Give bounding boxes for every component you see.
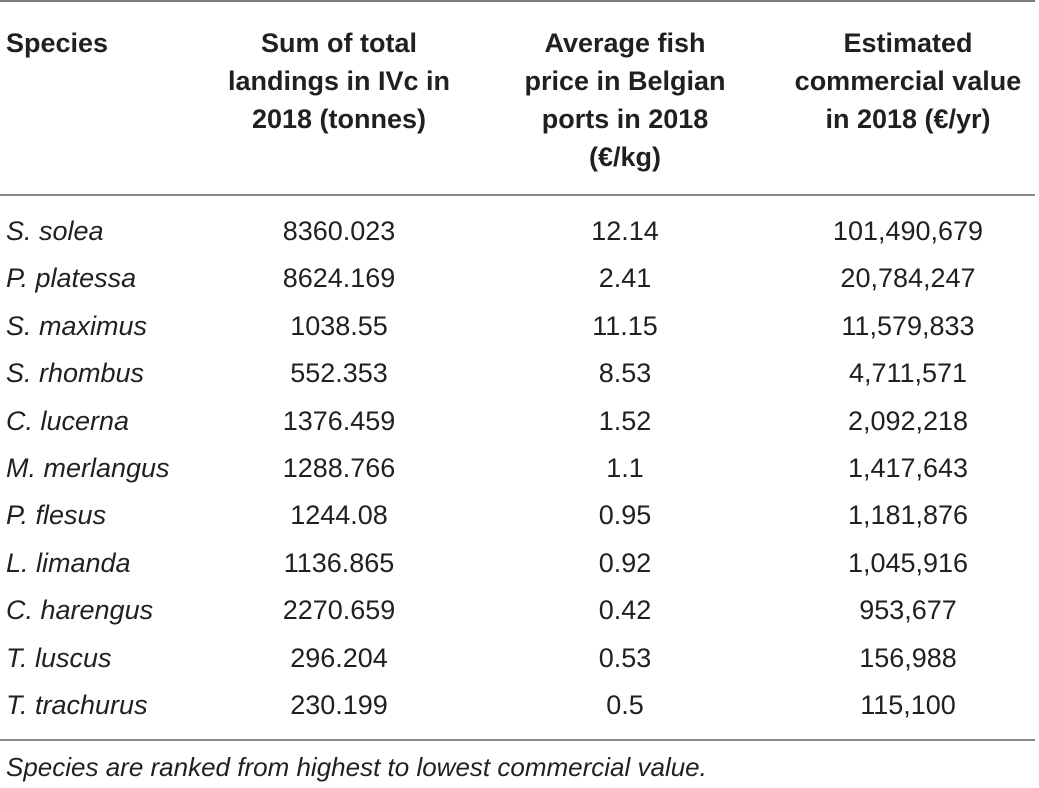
- table-body: S. solea 8360.023 12.14 101,490,679 P. p…: [0, 208, 1039, 729]
- cell-value: 156,988: [859, 642, 957, 673]
- table-row: T. trachurus 230.199 0.5 115,100: [0, 682, 1039, 729]
- table-row: M. merlangus 1288.766 1.1 1,417,643: [0, 445, 1039, 492]
- header-line: ports in 2018: [541, 104, 709, 134]
- table-bottom-rule: [0, 739, 1035, 741]
- cell-landings: 1244.08: [290, 500, 388, 531]
- header-line: in 2018 (€/yr): [825, 104, 991, 134]
- cell-price: 0.95: [598, 500, 652, 531]
- header-value: Estimated commercial value in 2018 (€/yr…: [772, 24, 1039, 138]
- cell-value: 1,045,916: [847, 547, 969, 578]
- table-footnote: Species are ranked from highest to lowes…: [6, 752, 707, 782]
- table-row: C. harengus 2270.659 0.42 953,677: [0, 587, 1039, 634]
- table-row: S. solea 8360.023 12.14 101,490,679: [0, 208, 1039, 255]
- cell-landings: 8624.169: [282, 263, 396, 294]
- cell-landings: 1136.865: [283, 547, 395, 578]
- cell-species: C. lucerna: [6, 405, 130, 436]
- cell-value: 4,711,571: [848, 358, 968, 389]
- cell-species: C. harengus: [6, 595, 154, 626]
- header-line: Estimated: [843, 28, 973, 58]
- header-line: price in Belgian: [524, 66, 726, 96]
- header-species: Species: [6, 24, 108, 62]
- table-row: P. flesus 1244.08 0.95 1,181,876: [0, 492, 1039, 539]
- cell-price: 2.41: [598, 263, 652, 294]
- cell-value: 1,417,643: [847, 452, 969, 483]
- table-row: S. rhombus 552.353 8.53 4,711,571: [0, 350, 1039, 397]
- header-landings: Sum of total landings in IVc in 2018 (to…: [203, 24, 475, 138]
- cell-value: 101,490,679: [832, 216, 984, 246]
- table-top-rule: [0, 0, 1035, 2]
- header-price: Average fish price in Belgian ports in 2…: [489, 24, 761, 176]
- cell-landings: 230.199: [290, 689, 388, 720]
- cell-landings: 296.204: [290, 642, 388, 673]
- header-line: landings in IVc in: [227, 66, 451, 96]
- header-line: Species: [6, 28, 109, 58]
- cell-species: S. solea: [6, 216, 104, 246]
- header-line: (€/kg): [588, 142, 661, 172]
- cell-value: 2,092,218: [847, 405, 969, 436]
- cell-value: 1,181,876: [847, 500, 969, 531]
- table-row: C. lucerna 1376.459 1.52 2,092,218: [0, 398, 1039, 445]
- cell-landings: 552.353: [290, 358, 388, 389]
- cell-value: 11,579,833: [841, 310, 975, 341]
- cell-species: T. trachurus: [6, 689, 148, 720]
- cell-landings: 2270.659: [282, 595, 396, 626]
- table-row: S. maximus 1038.55 11.15 11,579,833: [0, 303, 1039, 350]
- header-divider-rule: [0, 194, 1035, 196]
- header-line: commercial value: [794, 66, 1022, 96]
- header-line: Sum of total: [261, 28, 417, 58]
- cell-landings: 1376.459: [282, 405, 396, 436]
- cell-price: 0.42: [598, 595, 652, 626]
- cell-price: 0.5: [606, 689, 644, 720]
- cell-landings: 1038.55: [290, 310, 388, 341]
- header-line: 2018 (tonnes): [251, 104, 427, 134]
- cell-species: M. merlangus: [6, 452, 170, 483]
- cell-price: 12.14: [591, 216, 659, 246]
- cell-value: 20,784,247: [840, 263, 976, 294]
- cell-species: P. flesus: [6, 500, 107, 531]
- table-row: P. platessa 8624.169 2.41 20,784,247: [0, 255, 1039, 302]
- table-row: T. luscus 296.204 0.53 156,988: [0, 635, 1039, 682]
- cell-landings: 1288.766: [282, 452, 396, 483]
- cell-species: S. rhombus: [6, 358, 145, 389]
- cell-price: 1.52: [598, 405, 652, 436]
- cell-species: L. limanda: [6, 547, 131, 578]
- cell-value: 115,100: [860, 689, 956, 720]
- cell-species: P. platessa: [6, 263, 137, 294]
- cell-landings: 8360.023: [282, 216, 396, 246]
- cell-species: S. maximus: [6, 310, 148, 341]
- cell-price: 0.53: [598, 642, 652, 673]
- cell-price: 0.92: [598, 547, 652, 578]
- header-line: Average fish: [544, 28, 706, 58]
- cell-value: 953,677: [859, 595, 957, 626]
- cell-price: 1.1: [606, 452, 644, 483]
- cell-price: 11.15: [592, 310, 658, 341]
- table-row: L. limanda 1136.865 0.92 1,045,916: [0, 540, 1039, 587]
- cell-price: 8.53: [598, 358, 652, 389]
- cell-species: T. luscus: [6, 642, 112, 673]
